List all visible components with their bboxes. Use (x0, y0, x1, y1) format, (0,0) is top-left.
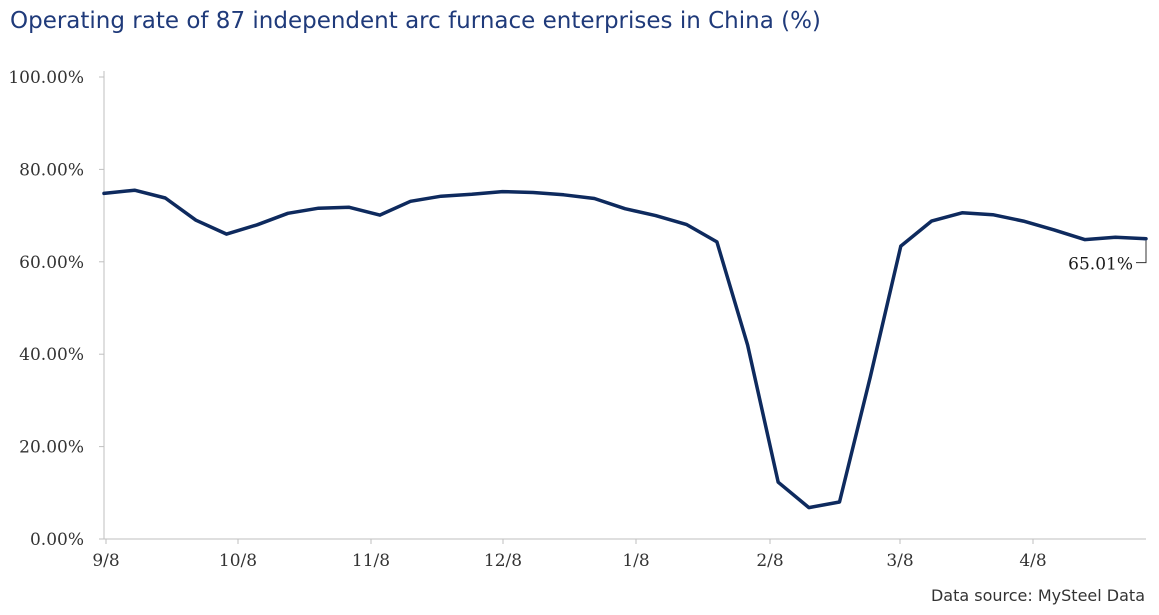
y-tick-labels: 0.00% 20.00% 40.00% 60.00% 80.00% 100.00% (8, 68, 104, 550)
x-tick-label: 11/8 (352, 551, 390, 571)
y-tick-label: 0.00% (30, 530, 84, 550)
x-tick-label: 3/8 (886, 551, 913, 571)
y-tick-label: 100.00% (8, 68, 84, 88)
last-value-label: 65.01% (1068, 255, 1133, 275)
series-line (102, 188, 1148, 510)
y-tick-label: 20.00% (19, 438, 84, 458)
y-tick-label: 60.00% (19, 253, 84, 273)
series-line-path (102, 188, 1148, 510)
x-tick-label: 4/8 (1019, 551, 1046, 571)
last-value-leader-line (1136, 240, 1147, 264)
x-tick-label: 2/8 (756, 551, 783, 571)
x-tick-label: 9/8 (92, 551, 119, 571)
y-tick-label: 80.00% (19, 160, 84, 180)
axes (103, 71, 1146, 540)
annotations: 65.01% (1068, 240, 1147, 275)
y-tick-label: 40.00% (19, 345, 84, 365)
x-tick-label: 10/8 (219, 551, 257, 571)
data-source-label: Data source: MySteel Data (930, 586, 1145, 605)
x-tick-labels: 9/8 10/8 11/8 12/8 1/8 2/8 3/8 4/8 (92, 539, 1047, 571)
x-tick-label: 12/8 (484, 551, 522, 571)
chart-title: Operating rate of 87 independent arc fur… (10, 8, 821, 34)
x-tick-label: 1/8 (622, 551, 649, 571)
